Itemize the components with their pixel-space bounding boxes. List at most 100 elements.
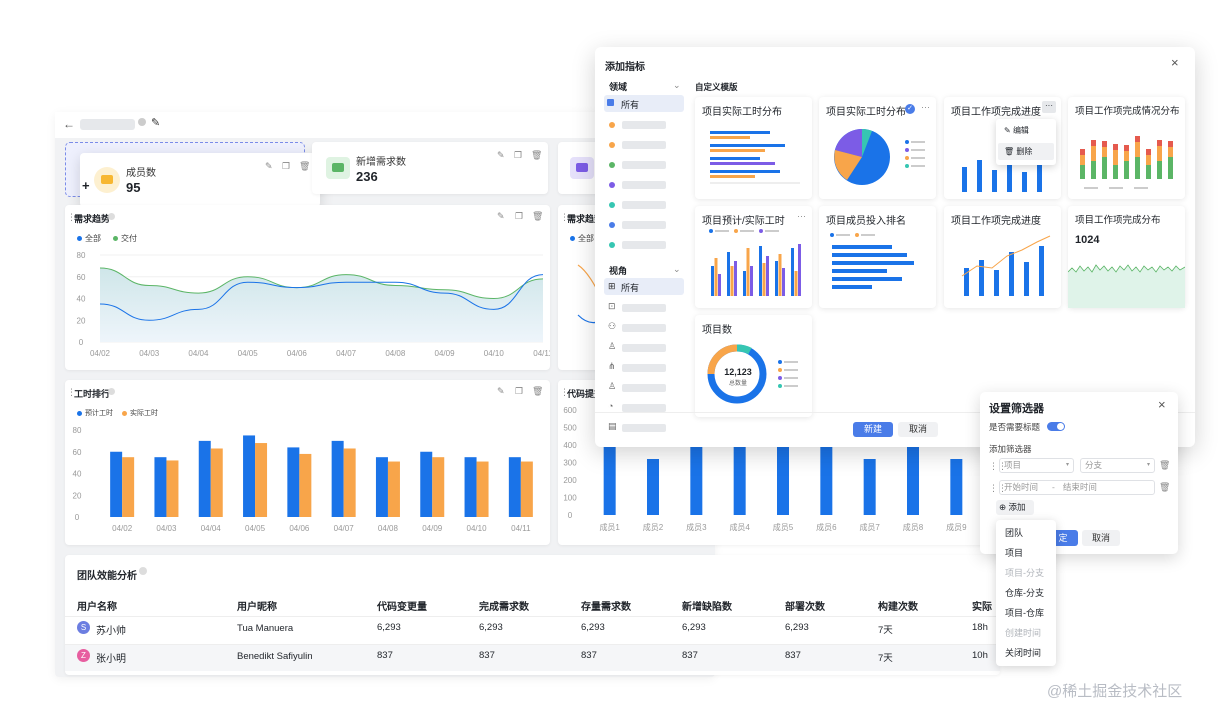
series-line-all <box>99 274 544 321</box>
template-card[interactable]: 项目实际工时分布 <box>695 97 812 199</box>
close-icon[interactable]: × <box>1158 397 1166 412</box>
y-tick-label: 400 <box>563 441 577 450</box>
bar <box>299 453 312 517</box>
delete-icon[interactable]: 🗑 <box>1159 482 1171 492</box>
y-tick-label: 40 <box>73 470 82 479</box>
delete-icon[interactable]: 🗑 <box>532 386 544 396</box>
template-card-context[interactable]: 项目工作项完成进度 ··· ✎ 编辑 🗑 删除 <box>944 97 1061 199</box>
filter-cancel-button[interactable]: 取消 <box>1082 530 1120 546</box>
template-card-selected[interactable]: 项目实际工时分布 ✓ ··· <box>819 97 936 199</box>
sidebar-item-placeholder[interactable] <box>622 364 666 372</box>
bar <box>198 440 211 517</box>
legend-estimated: 预计工时 <box>77 408 113 418</box>
stat-card-new-demands[interactable]: 新增需求数 236 ✎ ❐ 🗑 <box>312 142 548 194</box>
filter-select-2[interactable]: 分支 ▾ <box>1080 458 1155 473</box>
sidebar-item-placeholder[interactable] <box>622 221 666 229</box>
menu-item[interactable]: 团队 <box>1005 528 1024 538</box>
menu-item[interactable]: 项目 <box>1005 548 1024 558</box>
delete-icon[interactable]: 🗑 <box>1159 460 1171 470</box>
edit-icon[interactable]: ✎ <box>497 386 505 396</box>
demand-icon <box>326 157 350 179</box>
legend-dot <box>734 229 738 233</box>
template-card[interactable]: 项目成员投入排名 <box>819 206 936 308</box>
drag-handle-icon[interactable]: ⋮ <box>67 212 76 222</box>
bar <box>166 460 179 517</box>
menu-item[interactable]: 创建时间 <box>1005 628 1042 638</box>
drag-handle-icon[interactable]: ⋮ <box>560 387 569 397</box>
sidebar-item-placeholder[interactable] <box>622 161 666 169</box>
template-card[interactable]: 项目工作项完成进度 <box>944 206 1061 308</box>
template-card[interactable]: 项目工作项完成分布 1024 <box>1068 206 1185 308</box>
filter-select-1[interactable]: 项目 ▾ <box>999 458 1074 473</box>
sidebar-item-placeholder[interactable] <box>622 324 666 332</box>
delete-icon[interactable]: 🗑 <box>531 150 543 160</box>
table-cell: 7天 <box>878 625 893 636</box>
sidebar-item-placeholder[interactable] <box>622 141 666 149</box>
edit-icon[interactable]: ✎ <box>497 211 505 221</box>
menu-item[interactable]: 项目-分支 <box>1005 568 1044 578</box>
x-tick-label: 04/10 <box>467 524 488 533</box>
edit-icon[interactable]: ✎ <box>265 161 273 171</box>
back-arrow-icon[interactable]: ← <box>63 117 75 131</box>
title-toggle[interactable] <box>1047 422 1065 431</box>
table-cell: 6,293 <box>377 622 401 633</box>
sidebar-item-placeholder[interactable] <box>622 424 666 432</box>
sidebar-item-placeholder[interactable] <box>622 121 666 129</box>
delete-icon[interactable]: 🗑 <box>299 161 311 171</box>
drag-handle-icon[interactable]: ⋮ <box>560 212 569 222</box>
close-icon[interactable]: × <box>1171 55 1179 70</box>
pie-thumbnail <box>834 129 925 185</box>
stack-segment <box>1157 161 1162 179</box>
context-delete[interactable]: 🗑 删除 <box>998 143 1054 160</box>
chevron-down-icon[interactable]: ⌄ <box>673 264 681 274</box>
view-icon: ▤ <box>608 421 617 431</box>
more-icon[interactable]: ··· <box>921 102 930 112</box>
copy-icon[interactable]: ❐ <box>282 161 291 171</box>
y-tick-label: 200 <box>563 476 577 485</box>
edit-cursor-icon[interactable]: ✎ <box>151 117 161 129</box>
bar <box>464 457 477 517</box>
sidebar-item-placeholder[interactable] <box>622 201 666 209</box>
bar <box>122 457 135 517</box>
template-card[interactable]: 项目工作项完成情况分布 <box>1068 97 1185 199</box>
delete-icon[interactable]: 🗑 <box>532 211 544 221</box>
drag-handle-icon[interactable]: ⋮ <box>67 387 76 397</box>
bar <box>733 445 746 515</box>
copy-icon[interactable]: ❐ <box>515 386 524 396</box>
domain-icon <box>609 182 615 188</box>
sidebar-item-placeholder[interactable] <box>622 304 666 312</box>
sidebar-item-all[interactable]: 所有 <box>604 95 684 112</box>
stat-card-members[interactable]: 成员数 95 ✎ ❐ 🗑 + <box>80 153 320 207</box>
table-cell: 837 <box>682 650 698 661</box>
more-icon[interactable]: ··· <box>797 211 806 221</box>
drag-handle-icon[interactable]: ⋮⋮ <box>989 483 1007 493</box>
sidebar-item-placeholder[interactable] <box>622 344 666 352</box>
trend-chart-card[interactable]: ⋮ 需求趋势 ✎ ❐ 🗑 全部 交付 80 60 40 20 0 04/02 04/03 04… <box>65 205 550 370</box>
more-icon[interactable]: ··· <box>1042 101 1056 113</box>
context-edit[interactable]: ✎ 编辑 <box>1004 126 1029 135</box>
date-range-input[interactable]: 开始时间 - 结束时间 <box>999 480 1155 495</box>
sidebar-item-placeholder[interactable] <box>622 181 666 189</box>
chevron-down-icon[interactable]: ⌄ <box>673 80 681 90</box>
drag-handle-icon[interactable]: ⋮⋮ <box>989 461 1007 471</box>
copy-icon[interactable]: ❐ <box>515 211 524 221</box>
bar <box>243 435 256 517</box>
need-title-label: 是否需要标题 <box>989 422 1041 432</box>
sidebar-item-placeholder[interactable] <box>622 404 666 412</box>
template-card[interactable]: 项目数 12,123 总数量 <box>695 315 812 417</box>
new-button[interactable]: 新建 <box>853 422 893 437</box>
copy-icon[interactable]: ❐ <box>514 150 523 160</box>
add-filter-button[interactable]: ⊕ 添加 <box>996 500 1034 515</box>
sparkline-thumbnail <box>1068 264 1185 308</box>
sidebar-item-placeholder[interactable] <box>622 241 666 249</box>
hours-rank-card[interactable]: ⋮ 工时排行 ✎ ❐ 🗑 预计工时 实际工时 80 60 40 20 0 04/02 04/… <box>65 380 550 545</box>
info-icon <box>138 118 146 126</box>
menu-item[interactable]: 项目-仓库 <box>1005 608 1044 618</box>
sidebar-item-view-all[interactable]: ⊞ 所有 <box>604 278 684 295</box>
sidebar-item-placeholder[interactable] <box>622 384 666 392</box>
menu-item[interactable]: 关闭时间 <box>1005 648 1042 658</box>
menu-item[interactable]: 仓库-分支 <box>1005 588 1044 598</box>
cancel-button[interactable]: 取消 <box>898 422 938 437</box>
template-card[interactable]: 项目预计/实际工时 ··· <box>695 206 812 308</box>
edit-icon[interactable]: ✎ <box>497 150 505 160</box>
